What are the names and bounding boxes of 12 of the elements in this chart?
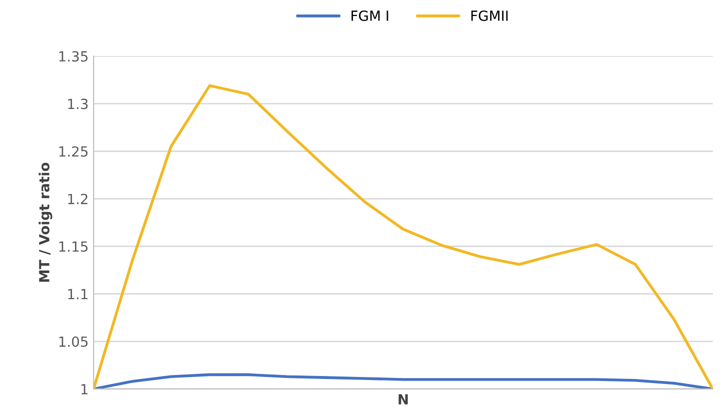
y-tick-label: 1.35	[59, 51, 88, 62]
y-tick-label: 1.25	[59, 146, 88, 157]
y-tick-label: 1	[81, 384, 88, 394]
y-tick-label: 1.05	[59, 336, 88, 347]
legend-label: FGM I	[352, 10, 388, 21]
y-axis-title: MT / Voigt ratio	[38, 162, 52, 282]
legend-label: FGMII	[471, 10, 508, 21]
y-tick-label: 1.1	[68, 289, 88, 300]
y-tick-label: 1.3	[68, 98, 88, 110]
y-tick-label: 1.2	[68, 194, 88, 204]
y-tick-label: 1.15	[59, 241, 88, 252]
x-axis-title: N	[398, 394, 408, 404]
